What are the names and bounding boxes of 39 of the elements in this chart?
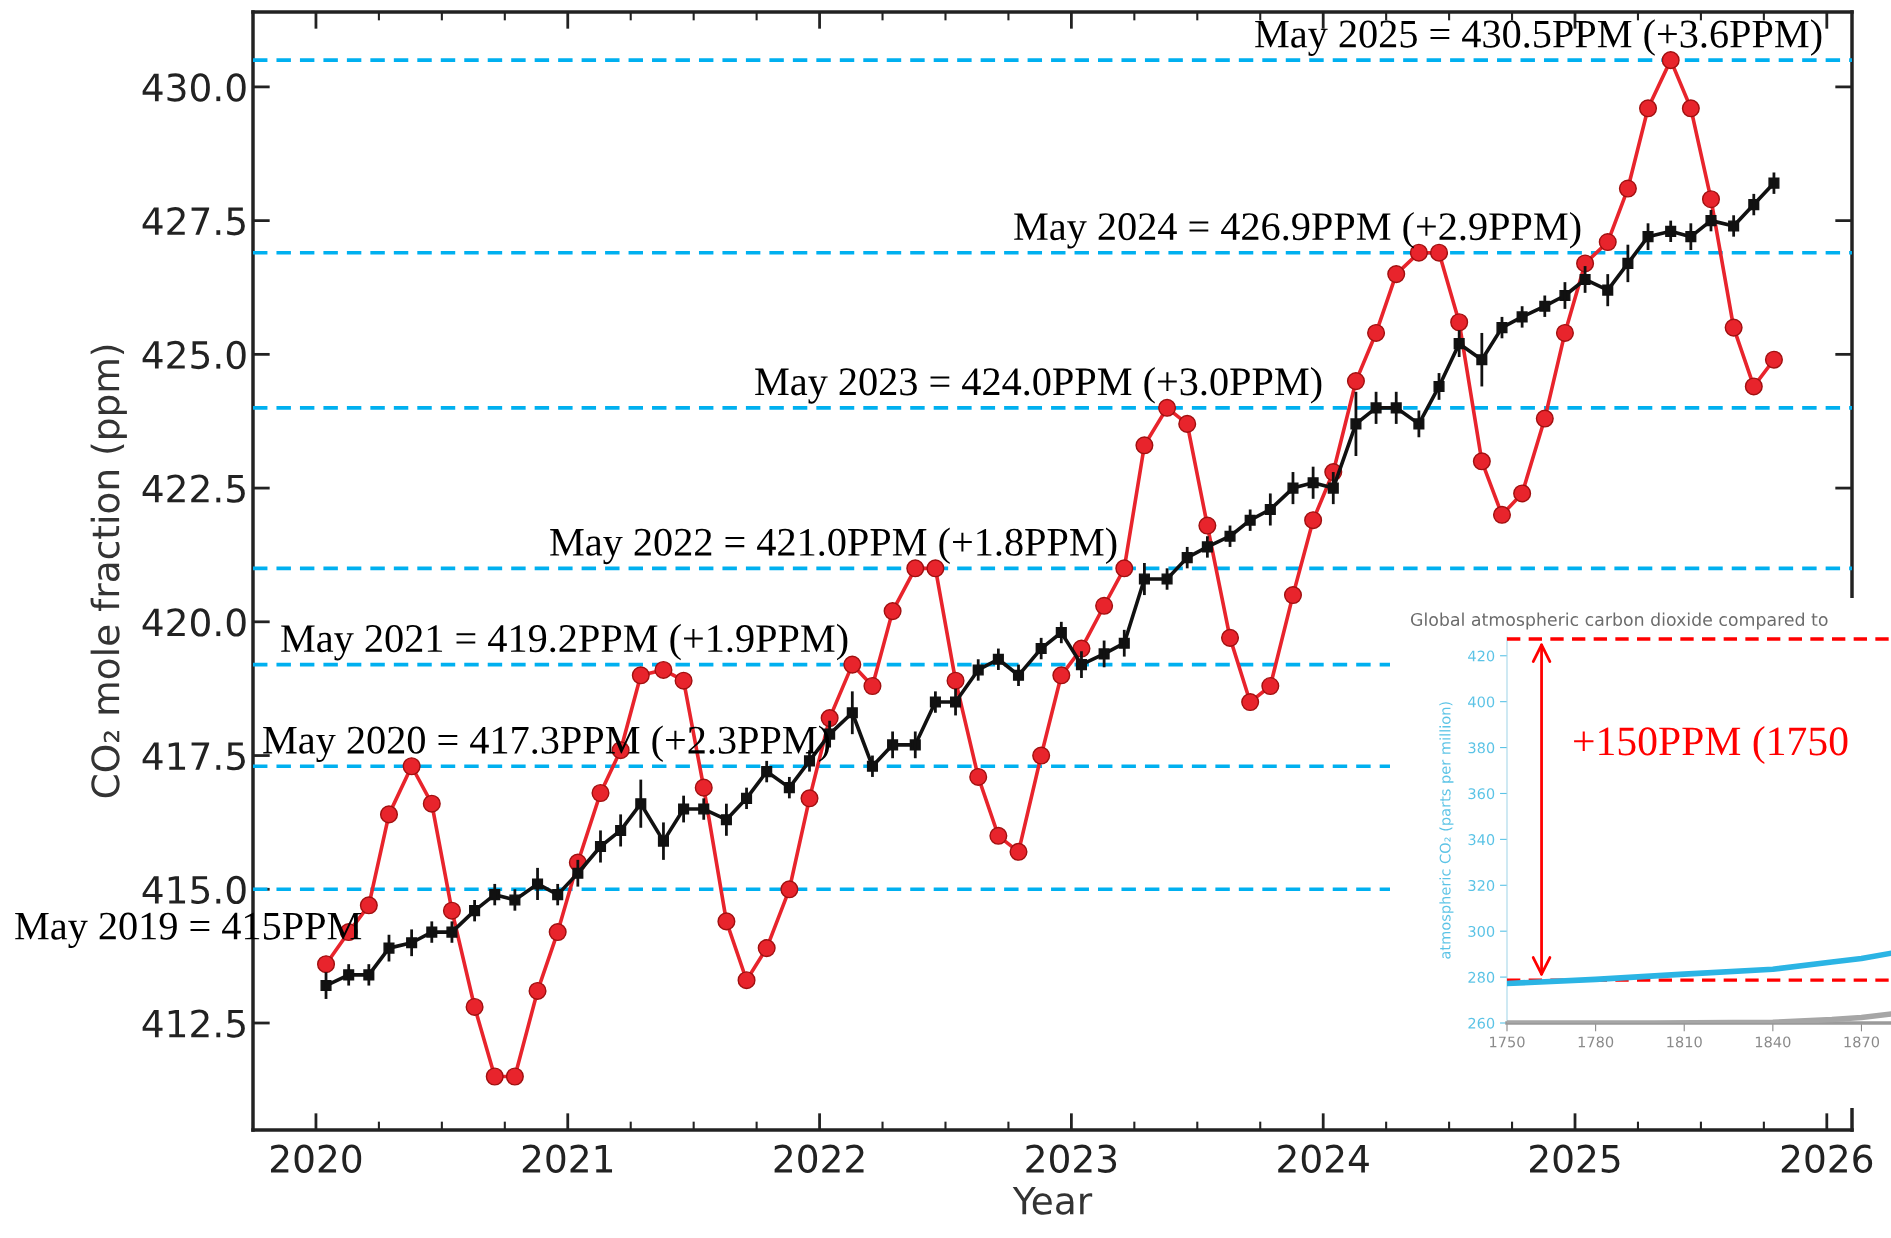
y-tick-label: 380 <box>1468 742 1495 754</box>
x-tick-label: 2025 <box>1530 1144 1620 1173</box>
y-tick-label: 300 <box>1468 925 1495 937</box>
x-tick-label: 1780 <box>1578 1036 1614 1048</box>
ref-line-label: May 2021 = 419.2PPM (+1.9PPM) <box>281 623 848 661</box>
annotation: +150PPM (1750 <box>1574 726 1848 764</box>
ref-line-label: May 2025 = 430.5PPM (+3.6PPM) <box>1255 19 1822 56</box>
ref-line-label: May 2024 = 426.9PPM (+2.9PPM) <box>1014 211 1581 249</box>
y-tick-label: 360 <box>1468 788 1495 800</box>
ref-line-label: May 2022 = 421.0PPM (+1.8PPM) <box>550 527 1117 565</box>
y-tick-label: 340 <box>1468 834 1495 846</box>
y-tick-label: 415.0 <box>142 875 246 905</box>
x-tick-label: 1870 <box>1844 1036 1880 1048</box>
y-tick-label: 422.5 <box>142 474 245 503</box>
x-tick-label: 1750 <box>1490 1036 1525 1048</box>
x-tick-label: 2022 <box>774 1144 864 1173</box>
x-tick-label: 2023 <box>1026 1144 1117 1173</box>
y-tick-label: 412.5 <box>142 1009 245 1038</box>
y-axis-title: CO₂ mole fraction (ppm) <box>90 345 127 798</box>
y-tick-label: 430.0 <box>142 73 246 102</box>
y-tick-label: 280 <box>1468 971 1495 983</box>
y-tick-label: 425.0 <box>142 340 246 370</box>
x-tick-label: 2026 <box>1781 1144 1873 1173</box>
x-axis-title: Year <box>1012 1186 1093 1215</box>
chart-title: Global atmospheric carbon dioxide compared to <box>1410 612 1828 630</box>
y-tick-label: 427.5 <box>142 207 245 236</box>
y-tick-label: 417.5 <box>142 742 245 771</box>
ref-line-label: May 2023 = 424.0PPM (+3.0PPM) <box>755 367 1322 404</box>
x-tick-label: 2021 <box>522 1144 613 1173</box>
y-tick-label: 320 <box>1468 880 1495 892</box>
x-tick-label: 1810 <box>1667 1036 1702 1048</box>
y-axis-title: atmospheric CO₂ (parts per million) <box>1439 702 1454 959</box>
y-tick-label: 420 <box>1468 650 1495 662</box>
x-tick-label: 2020 <box>270 1144 362 1173</box>
x-tick-label: 2024 <box>1278 1144 1369 1173</box>
y-tick-label: 420.0 <box>142 608 246 637</box>
y-tick-label: 260 <box>1468 1017 1495 1029</box>
y-tick-label: 400 <box>1468 696 1495 708</box>
x-tick-label: 1840 <box>1755 1036 1791 1048</box>
